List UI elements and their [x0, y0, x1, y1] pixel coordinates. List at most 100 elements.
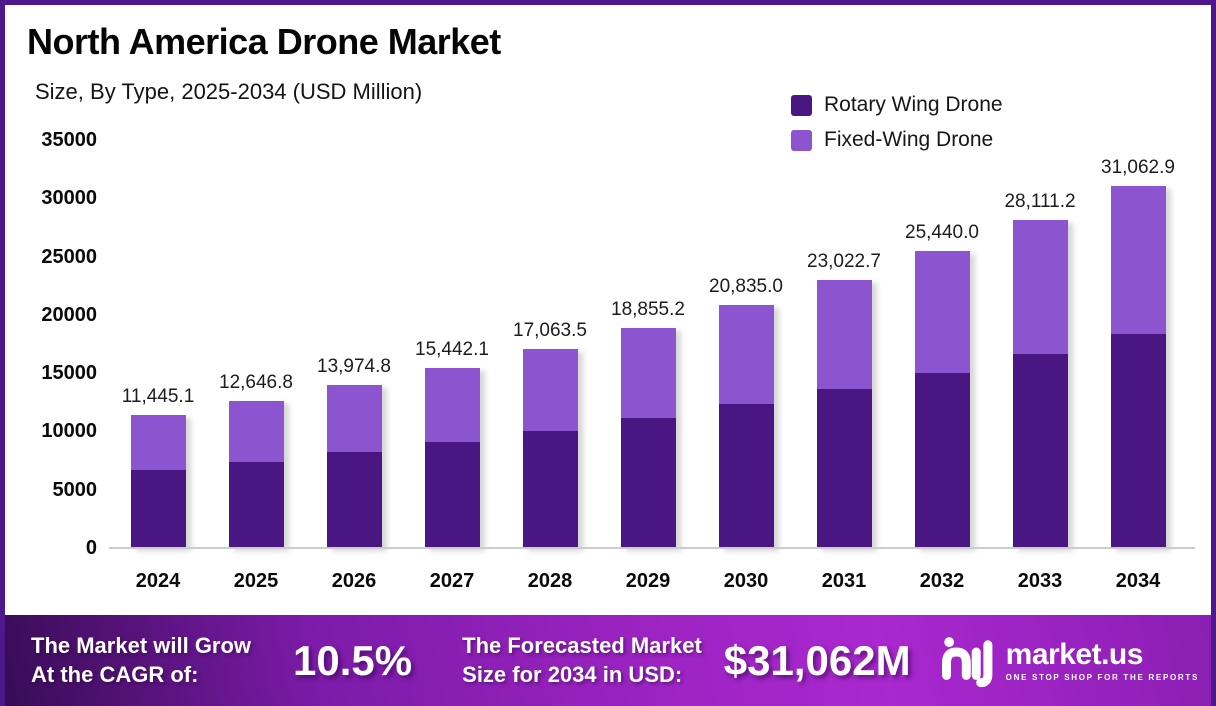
bar-segment-rotary — [326, 451, 382, 548]
brand-name: market.us — [1005, 637, 1144, 671]
x-axis-line — [109, 547, 1195, 549]
cagr-value: 10.5% — [293, 636, 413, 684]
forecast-caption-line2: Size for 2034 in USD: — [462, 661, 683, 687]
x-tick-label: 2026 — [331, 570, 377, 592]
x-tick-label: 2027 — [429, 570, 475, 592]
bar-segment-fixed — [620, 328, 676, 419]
bar-segment-rotary — [718, 403, 774, 548]
x-tick-label: 2028 — [527, 570, 573, 592]
bar-segment-fixed — [718, 305, 774, 404]
x-tick-label: 2031 — [821, 570, 867, 592]
y-tick-label: 20000 — [41, 303, 97, 326]
footer-banner: The Market will Grow At the CAGR of: 10.… — [5, 615, 1211, 706]
value-label: 17,063.5 — [513, 320, 587, 342]
bar-column-2032: 25,440.0 2032 — [905, 140, 979, 592]
bar-segment-rotary — [130, 469, 186, 548]
x-tick-label: 2032 — [919, 570, 965, 592]
x-tick-label: 2030 — [723, 570, 769, 592]
page-title: North America Drone Market — [27, 21, 501, 62]
value-label: 13,974.8 — [317, 356, 391, 378]
bar-column-2025: 12,646.8 2025 — [219, 140, 293, 592]
bar-segment-fixed — [1110, 185, 1166, 334]
y-tick-label: 30000 — [41, 187, 97, 210]
value-label: 31,062.9 — [1101, 156, 1175, 178]
brand-text-block: market.us ONE STOP SHOP FOR THE REPORTS — [1005, 637, 1199, 682]
chart-subtitle: Size, By Type, 2025-2034 (USD Million) — [35, 79, 423, 104]
y-tick-label: 10000 — [41, 420, 97, 443]
market-us-logo-icon — [941, 636, 993, 687]
value-label: 28,111.2 — [1004, 191, 1076, 213]
bar-segment-fixed — [326, 385, 382, 452]
bar-segment-fixed — [424, 368, 480, 442]
cagr-caption-line1: The Market will Grow — [31, 632, 252, 658]
y-tick-label: 15000 — [41, 362, 97, 385]
forecast-caption: The Forecasted Market Size for 2034 in U… — [462, 632, 702, 689]
bar-segment-rotary — [424, 441, 480, 548]
stacked-bar — [326, 385, 382, 548]
bar-segment-fixed — [914, 251, 970, 373]
x-tick-label: 2029 — [625, 570, 671, 592]
x-tick-label: 2025 — [233, 570, 279, 592]
stacked-bar — [130, 414, 186, 548]
cagr-caption: The Market will Grow At the CAGR of: — [31, 632, 251, 689]
bar-column-2027: 15,442.1 2027 — [415, 140, 489, 592]
legend-swatch-rotary — [791, 94, 812, 116]
value-label: 11,445.1 — [121, 385, 195, 407]
value-label: 18,855.2 — [611, 299, 685, 321]
y-tick-label: 25000 — [41, 245, 97, 268]
legend-item-fixed: Fixed-Wing Drone — [791, 128, 1003, 152]
stacked-bar — [228, 400, 284, 548]
bar-segment-rotary — [522, 430, 578, 548]
legend-swatch-fixed — [791, 129, 812, 151]
y-tick-label: 0 — [85, 537, 97, 559]
bar-segment-rotary — [228, 461, 284, 548]
stacked-bar — [1110, 185, 1166, 548]
bar-segment-fixed — [130, 414, 186, 470]
bar-column-2033: 28,111.2 2033 — [1004, 140, 1075, 592]
bar-segment-rotary — [816, 388, 872, 548]
stacked-bar — [620, 328, 676, 548]
bars-row: 11,445.1 2024 12,646.8 2025 13,974.8 2026 15,4… — [109, 140, 1187, 592]
bar-segment-fixed — [816, 279, 872, 389]
value-label: 20,835.0 — [709, 276, 783, 298]
x-tick-label: 2024 — [135, 570, 181, 592]
legend-label: Rotary Wing Drone — [824, 93, 1003, 116]
bar-column-2026: 13,974.8 2026 — [317, 140, 391, 592]
bar-column-2028: 17,063.5 2028 — [513, 140, 587, 592]
bar-segment-rotary — [1012, 353, 1068, 548]
bar-column-2024: 11,445.1 2024 — [122, 140, 195, 592]
value-label: 12,646.8 — [219, 371, 293, 393]
brand-tagline: ONE STOP SHOP FOR THE REPORTS — [1005, 672, 1199, 682]
bar-segment-rotary — [914, 372, 970, 548]
y-tick-label: 5000 — [52, 478, 98, 501]
brand-logo: market.us ONE STOP SHOP FOR THE REPORTS — [941, 634, 1199, 688]
x-tick-label: 2034 — [1115, 570, 1161, 592]
y-tick-label: 35000 — [41, 129, 97, 151]
y-axis: 0 5000 10000 15000 20000 25000 30000 35000 — [11, 129, 98, 559]
legend-label: Fixed-Wing Drone — [824, 128, 994, 151]
bar-segment-fixed — [522, 349, 578, 431]
bar-segment-fixed — [228, 400, 284, 462]
legend-item-rotary: Rotary Wing Drone — [791, 93, 1003, 117]
stacked-bar — [816, 279, 872, 548]
bar-column-2034: 31,062.9 2034 — [1101, 140, 1175, 592]
bar-segment-rotary — [1110, 333, 1166, 548]
stacked-bar — [718, 305, 774, 548]
x-tick-label: 2033 — [1017, 570, 1063, 592]
bar-segment-rotary — [620, 418, 676, 548]
forecast-caption-line1: The Forecasted Market — [462, 632, 702, 658]
value-label: 15,442.1 — [415, 339, 489, 361]
stacked-bar — [914, 251, 970, 548]
forecast-value: $31,062M — [723, 636, 911, 684]
bar-column-2029: 18,855.2 2029 — [611, 140, 685, 592]
cagr-caption-line2: At the CAGR of: — [31, 661, 199, 687]
legend: Rotary Wing Drone Fixed-Wing Drone — [791, 93, 1003, 152]
value-label: 25,440.0 — [905, 222, 979, 244]
bar-segment-fixed — [1012, 220, 1068, 354]
stacked-bar — [522, 349, 578, 548]
stacked-bar — [1012, 220, 1068, 548]
bar-column-2031: 23,022.7 2031 — [807, 140, 881, 592]
stacked-bar — [424, 368, 480, 548]
value-label: 23,022.7 — [807, 250, 881, 272]
